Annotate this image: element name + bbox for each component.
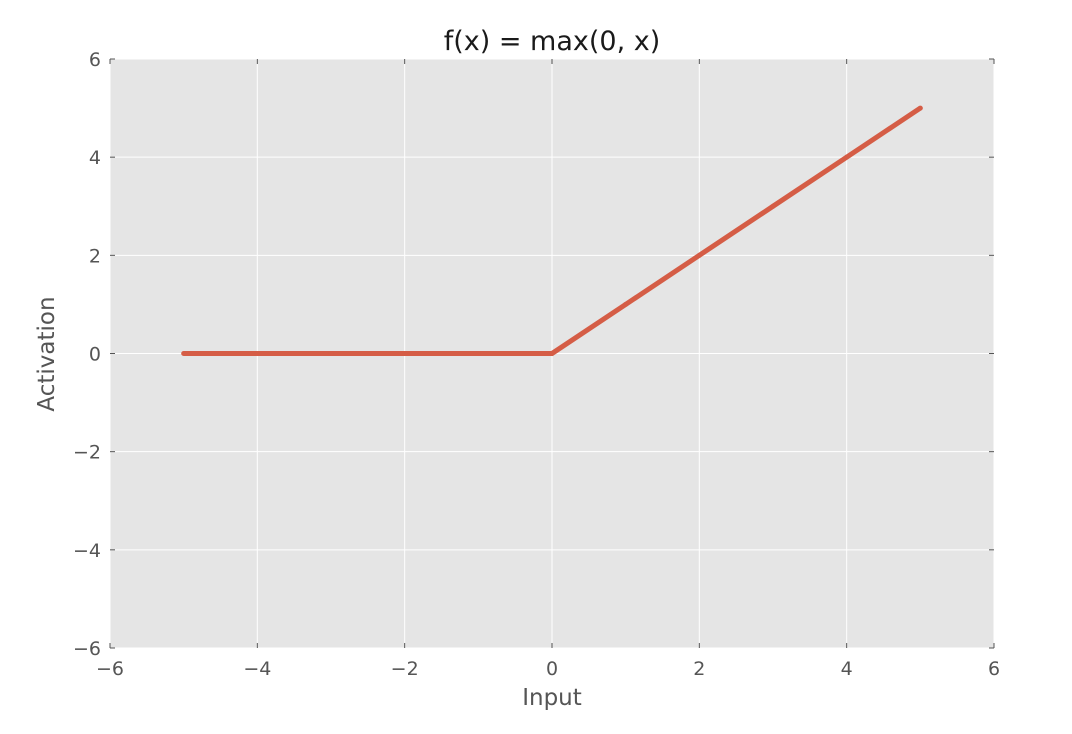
x-tick-label: −6 (96, 658, 124, 680)
data-point (623, 301, 629, 307)
y-tick-label: −2 (73, 442, 101, 464)
x-tick-label: 2 (693, 658, 705, 680)
data-point (770, 203, 776, 209)
x-tick-label: 0 (546, 658, 558, 680)
y-tick-label: 4 (89, 147, 101, 169)
data-point (696, 252, 702, 258)
x-tick-label: −4 (243, 658, 271, 680)
y-tick-label: 6 (89, 49, 101, 71)
data-point (917, 105, 923, 111)
tick-labels: −6 −4 −2 0 2 4 6 −6 −4 −2 0 2 4 6 (73, 49, 1000, 680)
x-axis-label: Input (522, 685, 582, 711)
data-point (549, 351, 555, 356)
tick-marks (109, 58, 995, 649)
series-layer (181, 105, 923, 356)
y-tick-label: 2 (89, 245, 101, 267)
x-tick-label: 4 (841, 658, 853, 680)
data-point (475, 351, 481, 356)
data-point (181, 351, 187, 356)
y-tick-label: −4 (73, 540, 101, 562)
y-tick-label: 0 (89, 344, 101, 366)
y-tick-label: −6 (73, 638, 101, 660)
data-point (328, 351, 334, 356)
data-point (844, 154, 850, 160)
data-point (254, 351, 260, 356)
chart-title: f(x) = max(0, x) (444, 26, 661, 57)
y-axis-label: Activation (34, 296, 60, 411)
data-point (402, 351, 408, 356)
x-tick-label: 6 (988, 658, 1000, 680)
x-tick-label: −2 (391, 658, 419, 680)
